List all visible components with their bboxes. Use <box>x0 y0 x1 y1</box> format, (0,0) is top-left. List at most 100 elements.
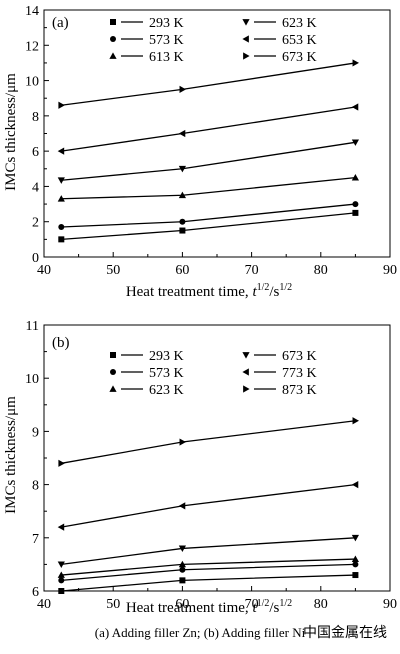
data-point <box>178 191 186 199</box>
plot-frame <box>43 324 391 592</box>
x-tick-label: 50 <box>106 597 120 612</box>
data-point <box>179 438 186 446</box>
series-line <box>61 558 356 576</box>
legend-label: 573 K <box>149 366 184 381</box>
series-line <box>61 176 356 200</box>
x-axis-label-sup: 1/2 <box>257 598 270 609</box>
legend-marker <box>242 35 249 43</box>
x-tick-label: 40 <box>37 263 51 278</box>
data-point <box>352 201 359 208</box>
y-tick-label: 11 <box>26 319 39 334</box>
legend-label: 873 K <box>282 383 317 398</box>
series-line <box>61 212 356 241</box>
legend-label: 613 K <box>149 50 184 65</box>
figure-caption: (a) Adding filler Zn; (b) Adding filler … <box>95 625 306 640</box>
y-tick-label: 8 <box>32 479 39 494</box>
y-tick-label: 0 <box>32 251 39 266</box>
y-axis-label: IMCs thickness/μm <box>3 396 19 514</box>
x-axis-label-sup: 1/2 <box>279 282 292 293</box>
x-tick-label: 80 <box>314 263 328 278</box>
y-tick-label: 12 <box>25 39 39 54</box>
x-axis-label-unit: /s <box>269 600 279 616</box>
data-point <box>58 101 65 109</box>
data-point <box>178 545 186 553</box>
data-point <box>351 103 359 111</box>
x-tick-label: 40 <box>37 597 51 612</box>
legend-marker <box>110 36 116 42</box>
legend-marker <box>243 52 250 60</box>
data-point <box>179 85 186 93</box>
x-axis-label-var: t <box>252 600 257 616</box>
data-point <box>351 174 359 181</box>
data-point <box>57 177 65 184</box>
x-axis-label-main: Heat treatment time, <box>126 284 253 300</box>
data-point <box>58 459 65 467</box>
x-axis-label: Heat treatment time, t1/2/s1/2 <box>126 282 292 300</box>
y-tick-label: 8 <box>32 110 39 125</box>
data-point <box>178 129 186 138</box>
series-line <box>61 483 356 528</box>
chart-panel-a: 40 50 60 70 80 90 0 2 4 6 8 10 12 14 (a) IMCs thickness… <box>3 4 397 300</box>
data-point <box>178 560 186 568</box>
data-point <box>351 555 359 562</box>
legend-marker <box>242 19 250 26</box>
x-tick-label: 90 <box>383 263 397 278</box>
data-point <box>179 566 186 573</box>
data-point <box>57 195 65 202</box>
y-tick-label: 4 <box>32 180 39 195</box>
data-point <box>352 209 359 216</box>
legend-marker <box>243 385 250 393</box>
x-axis-label-sup: 1/2 <box>279 598 292 609</box>
legend-label: 573 K <box>149 33 184 48</box>
y-tick-label: 9 <box>32 425 39 440</box>
y-tick-label: 6 <box>32 585 39 600</box>
data-point <box>57 147 65 155</box>
panel-label: (b) <box>52 335 70 351</box>
x-tick-label: 70 <box>245 597 259 612</box>
watermark: 中国金属在线 <box>303 625 387 641</box>
x-tick-label: 50 <box>106 263 120 278</box>
data-point <box>178 165 186 173</box>
x-tick-label: 60 <box>175 597 189 612</box>
x-axis-label-unit: /s <box>269 284 279 300</box>
series-line <box>61 62 356 106</box>
data-point <box>351 481 359 489</box>
legend-label: 293 K <box>149 16 184 31</box>
legend-label: 773 K <box>282 366 317 381</box>
series-line <box>61 563 356 582</box>
series-line <box>61 420 356 464</box>
x-tick-label: 60 <box>175 263 189 278</box>
x-axis-label: Heat treatment time, t1/2/s1/2 <box>126 598 292 616</box>
series-line <box>61 203 356 228</box>
legend-label: 653 K <box>282 33 317 48</box>
data-point <box>179 218 186 225</box>
data-point <box>352 572 359 579</box>
data-point <box>57 561 65 568</box>
legend-marker <box>242 368 249 376</box>
series-line <box>61 141 356 181</box>
series-line <box>61 106 356 152</box>
data-point <box>58 236 65 243</box>
legend-marker <box>110 19 116 25</box>
chart-panel-b: 40 50 60 70 80 90 6 7 8 9 10 11 (b) IMCs thickness/μm… <box>3 319 397 616</box>
legend-marker <box>109 385 117 392</box>
data-point <box>179 577 186 584</box>
y-axis-label: IMCs thickness/μm <box>3 73 19 191</box>
x-axis-label-var: t <box>252 284 257 300</box>
x-axis-label-main: Heat treatment time, <box>126 600 253 616</box>
y-tick-label: 6 <box>32 145 39 160</box>
legend-marker <box>110 369 116 375</box>
data-point <box>58 577 65 584</box>
data-point <box>58 224 65 231</box>
data-point <box>351 139 359 146</box>
legend-marker <box>110 352 116 358</box>
legend-marker <box>242 352 250 359</box>
data-point <box>352 561 359 568</box>
y-tick-label: 10 <box>25 75 39 90</box>
legend-marker <box>109 52 117 59</box>
legend-label: 623 K <box>282 16 317 31</box>
x-tick-label: 80 <box>314 597 328 612</box>
legend-label: 293 K <box>149 349 184 364</box>
legend-label: 623 K <box>149 383 184 398</box>
